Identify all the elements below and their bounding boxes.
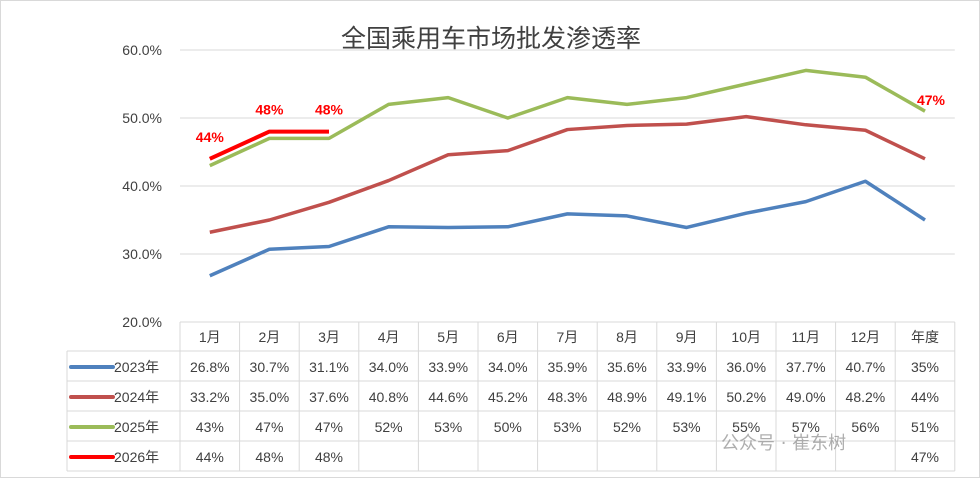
data-cell: 49.1% [667,389,707,405]
data-cell: 35.6% [607,359,647,375]
data-cell: 52% [613,419,641,435]
data-label: 48% [315,102,344,118]
data-cell: 34.0% [488,359,528,375]
chart-title: 全国乘用车市场批发渗透率 [340,24,641,53]
category-label: 12月 [851,329,881,345]
data-cell: 53% [673,419,701,435]
data-cell: 43% [196,419,224,435]
y-tick-label: 30.0% [122,246,162,262]
legend-label: 2026年 [114,449,159,465]
data-cell: 48% [255,449,283,465]
data-cell: 47% [255,419,283,435]
data-cell: 35.9% [548,359,588,375]
legend-label: 2025年 [114,419,159,435]
data-cell: 40.7% [846,359,886,375]
data-cell: 56% [851,419,879,435]
data-cell: 44.6% [428,389,468,405]
category-label: 7月 [557,329,579,345]
data-cell: 53% [434,419,462,435]
legend-label: 2023年 [114,359,159,375]
y-tick-label: 50.0% [122,110,162,126]
category-label: 9月 [676,329,698,345]
data-cell: 33.9% [428,359,468,375]
data-cell: 47% [315,419,343,435]
data-cell: 30.7% [250,359,290,375]
data-cell: 45.2% [488,389,528,405]
data-label: 47% [917,92,946,108]
data-cell: 44% [911,389,939,405]
data-cell: 52% [375,419,403,435]
category-label: 8月 [616,329,638,345]
category-label: 年度 [911,329,939,345]
data-cell: 48.9% [607,389,647,405]
category-label: 11月 [792,329,821,345]
category-label: 5月 [437,329,459,345]
data-cell: 53% [553,419,581,435]
data-cell: 40.8% [369,389,409,405]
data-cell: 47% [911,449,939,465]
y-tick-label: 60.0% [122,42,162,58]
data-cell: 34.0% [369,359,409,375]
legend-label: 2024年 [114,389,159,405]
data-label: 48% [255,102,284,118]
data-cell: 51% [911,419,939,435]
data-cell: 35.0% [250,389,290,405]
watermark: 公众号 · 崔东树 [721,433,847,454]
category-label: 1月 [199,329,221,345]
data-cell: 57% [792,419,820,435]
data-cell: 33.9% [667,359,707,375]
data-cell: 50.2% [726,389,766,405]
data-cell: 26.8% [190,359,230,375]
series-line-2024年 [209,114,926,234]
category-label: 10月 [731,329,761,345]
series-line-2023年 [209,179,926,278]
data-cell: 48.3% [548,389,588,405]
series-line-2025年 [209,68,926,168]
data-cell: 55% [732,419,760,435]
category-label: 3月 [318,329,340,345]
category-label: 4月 [378,329,400,345]
data-cell: 33.2% [190,389,230,405]
data-cell: 37.6% [309,389,349,405]
data-label: 44% [196,129,225,145]
data-cell: 37.7% [786,359,826,375]
y-tick-label: 40.0% [122,178,162,194]
data-cell: 44% [196,449,224,465]
y-tick-label: 20.0% [122,314,162,330]
data-cell: 48% [315,449,343,465]
data-cell: 31.1% [309,359,349,375]
data-cell: 50% [494,419,522,435]
data-cell: 48.2% [846,389,886,405]
series-line-2026年 [208,129,329,161]
data-cell: 35% [911,359,939,375]
category-label: 6月 [497,329,519,345]
data-cell: 49.0% [786,389,826,405]
data-cell: 36.0% [726,359,766,375]
category-label: 2月 [259,329,281,345]
